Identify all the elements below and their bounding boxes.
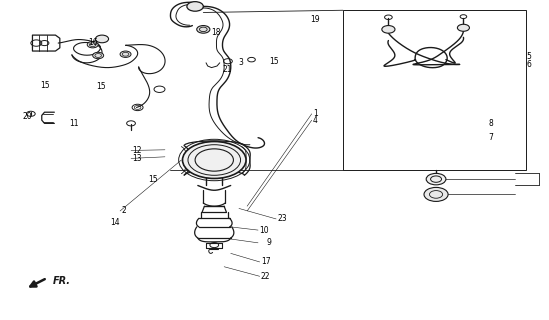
Circle shape — [382, 26, 395, 33]
Text: 4: 4 — [313, 116, 318, 125]
Circle shape — [96, 35, 109, 43]
Text: 15: 15 — [149, 175, 158, 184]
Text: 20: 20 — [23, 113, 32, 122]
Circle shape — [424, 188, 448, 201]
Text: 5: 5 — [526, 52, 531, 61]
Text: FR.: FR. — [53, 276, 71, 286]
Text: 1: 1 — [313, 109, 317, 118]
Circle shape — [120, 51, 131, 57]
Text: 2: 2 — [121, 206, 126, 215]
Text: 10: 10 — [259, 226, 269, 235]
Circle shape — [197, 26, 210, 33]
Text: 19: 19 — [310, 15, 320, 24]
Text: 11: 11 — [69, 119, 79, 128]
Text: 23: 23 — [277, 214, 287, 223]
Circle shape — [182, 141, 246, 179]
Circle shape — [457, 24, 469, 31]
Text: 8: 8 — [488, 119, 493, 128]
Circle shape — [87, 42, 98, 48]
Text: 18: 18 — [211, 28, 221, 37]
Text: 6: 6 — [526, 60, 531, 69]
Text: 21: 21 — [222, 65, 232, 74]
Text: 16: 16 — [88, 38, 98, 47]
Text: 15: 15 — [97, 82, 106, 91]
Circle shape — [187, 2, 203, 11]
Text: 14: 14 — [110, 218, 120, 227]
Text: 15: 15 — [40, 81, 50, 90]
Text: 9: 9 — [266, 238, 271, 247]
Text: 12: 12 — [132, 146, 142, 155]
Text: 22: 22 — [261, 272, 270, 281]
Text: 7: 7 — [488, 133, 493, 142]
Text: 15: 15 — [269, 57, 279, 66]
Circle shape — [93, 52, 104, 59]
Text: 17: 17 — [261, 258, 271, 267]
Text: 13: 13 — [132, 154, 142, 163]
Circle shape — [426, 173, 446, 185]
Bar — [343, 10, 526, 170]
Text: 3: 3 — [239, 58, 244, 67]
